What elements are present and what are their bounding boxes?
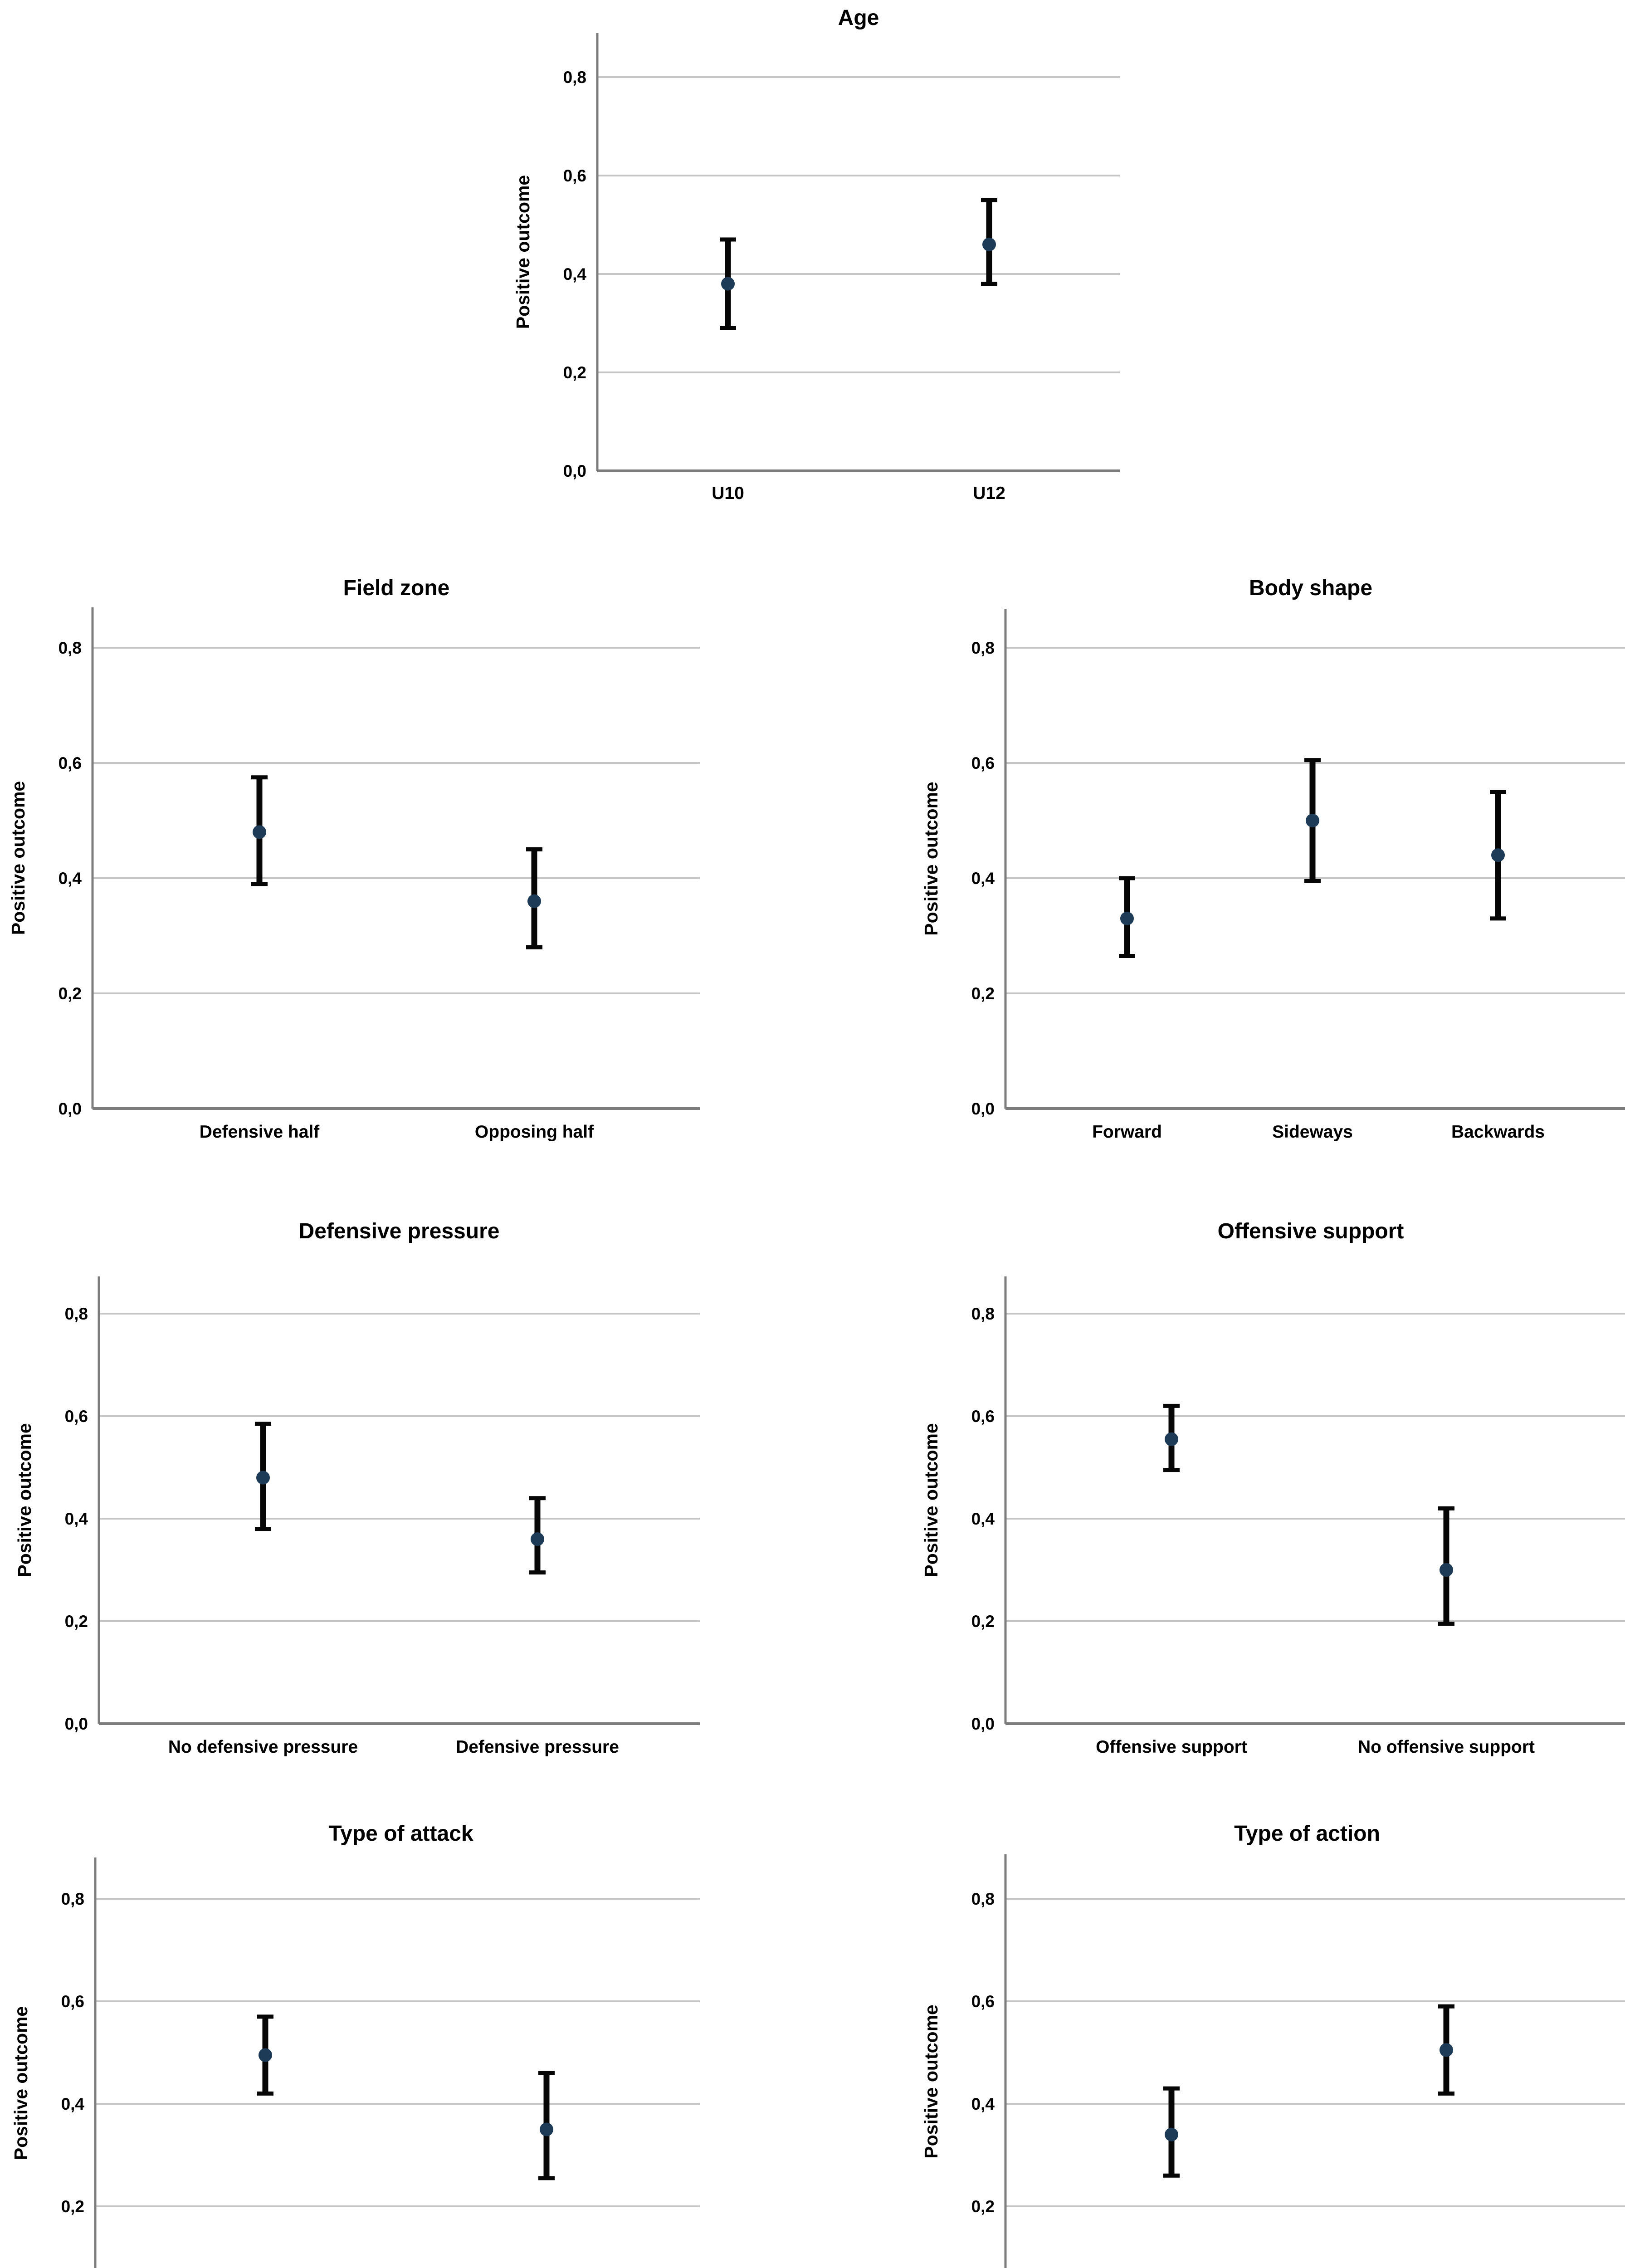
y-tick-label: 0,0 xyxy=(65,1715,88,1733)
point-marker xyxy=(531,1532,544,1546)
point-marker xyxy=(1440,1563,1453,1577)
point-marker xyxy=(253,825,266,839)
x-category-label: U10 xyxy=(712,484,744,503)
point-marker xyxy=(1165,2127,1178,2141)
y-tick-label: 0,4 xyxy=(61,2095,85,2113)
y-tick-label: 0,6 xyxy=(971,754,995,772)
x-category-label: Opposing half xyxy=(475,1122,594,1142)
y-tick-label: 0,8 xyxy=(971,639,995,657)
chart-title: Age xyxy=(838,6,879,30)
y-tick-label: 0,6 xyxy=(65,1407,88,1426)
point-marker xyxy=(540,2122,553,2136)
y-tick-label: 0,6 xyxy=(971,1992,995,2011)
point-marker xyxy=(527,894,541,908)
y-axis-label: Positive outcome xyxy=(8,781,29,935)
y-axis-label: Positive outcome xyxy=(921,1423,942,1577)
x-category-label: Forward xyxy=(1092,1122,1162,1142)
y-tick-label: 0,6 xyxy=(971,1407,995,1426)
y-tick-label: 0,8 xyxy=(65,1305,88,1323)
y-axis-label: Positive outcome xyxy=(921,782,942,935)
x-category-label: Offensive support xyxy=(1096,1737,1247,1757)
error-bar-point xyxy=(529,1496,546,1575)
y-tick-label: 0,8 xyxy=(61,1890,84,1908)
y-axis-label: Positive outcome xyxy=(921,2004,942,2158)
y-tick-label: 0,2 xyxy=(59,984,82,1003)
error-bar-point xyxy=(251,775,268,886)
point-marker xyxy=(259,2048,272,2062)
y-axis-label: Positive outcome xyxy=(10,2006,31,2160)
x-category-label: Sideways xyxy=(1272,1122,1353,1142)
y-tick-label: 0,4 xyxy=(563,265,587,284)
chart-title: Body shape xyxy=(1249,576,1372,600)
y-tick-label: 0,2 xyxy=(61,2197,84,2216)
error-bar-point xyxy=(538,2071,555,2180)
error-bar-point xyxy=(1438,1506,1454,1626)
y-tick-label: 0,2 xyxy=(971,1612,995,1631)
chart-panel-age: 0,0 0,2 0,4 0,6 0,8 Age Positive outcome U10 U12 xyxy=(512,6,1120,503)
y-tick-label: 0,0 xyxy=(59,1100,82,1118)
chart-title: Field zone xyxy=(343,576,450,600)
point-marker xyxy=(1120,911,1134,925)
x-category-label: Defensive half xyxy=(200,1122,320,1142)
error-bar-point xyxy=(981,198,997,286)
error-bar-point xyxy=(526,847,542,949)
error-bar-point xyxy=(1163,1403,1180,1472)
error-bar-point xyxy=(1490,790,1506,921)
point-marker xyxy=(1306,814,1319,827)
error-bar-point xyxy=(1163,2086,1180,2178)
chart-panel-offensive-support: 0,0 0,2 0,4 0,6 0,8 Offensive support Positive… xyxy=(921,1219,1625,1757)
y-tick-label: 0,4 xyxy=(971,1510,995,1528)
x-category-label: No offensive support xyxy=(1358,1737,1535,1757)
y-tick-label: 0,4 xyxy=(65,1510,88,1528)
y-tick-label: 0,0 xyxy=(971,1100,995,1118)
point-marker xyxy=(982,237,996,251)
y-tick-label: 0,2 xyxy=(65,1612,88,1631)
error-bar-point xyxy=(1438,2004,1454,2096)
y-tick-label: 0,6 xyxy=(563,166,586,185)
point-marker xyxy=(256,1471,270,1485)
x-category-label: U12 xyxy=(973,484,1005,503)
chart-title: Type of attack xyxy=(328,1822,473,1846)
point-marker xyxy=(1440,2043,1453,2057)
chart-panel-body-shape: 0,0 0,2 0,4 0,6 0,8 Body shape Positive outcom… xyxy=(921,576,1625,1142)
y-axis-label: Positive outcome xyxy=(14,1423,35,1577)
y-tick-label: 0,4 xyxy=(971,2095,995,2113)
y-tick-label: 0,8 xyxy=(971,1305,995,1323)
y-tick-label: 0,2 xyxy=(971,2197,995,2216)
x-category-label: Defensive pressure xyxy=(456,1737,619,1757)
y-tick-label: 0,4 xyxy=(59,869,82,888)
error-bar-point xyxy=(1119,876,1135,958)
y-tick-label: 0,0 xyxy=(971,1715,995,1733)
y-tick-label: 0,8 xyxy=(59,639,82,657)
error-bar-point xyxy=(1304,758,1321,883)
y-tick-label: 0,2 xyxy=(971,984,995,1003)
y-tick-label: 0,6 xyxy=(61,1992,84,2011)
y-tick-label: 0,4 xyxy=(971,869,995,888)
y-tick-label: 0,8 xyxy=(563,68,586,87)
x-category-label: No defensive pressure xyxy=(168,1737,358,1757)
chart-panel-defensive-pressure: 0,0 0,2 0,4 0,6 0,8 Defensive pressure Positiv… xyxy=(14,1219,700,1757)
y-tick-label: 0,6 xyxy=(59,754,82,772)
y-axis-label: Positive outcome xyxy=(512,175,533,329)
point-marker xyxy=(1491,848,1505,862)
y-tick-label: 0,0 xyxy=(563,462,586,480)
point-marker xyxy=(1165,1432,1178,1446)
chart-title: Defensive pressure xyxy=(299,1219,500,1243)
point-marker xyxy=(721,277,735,291)
chart-panel-field-zone: 0,0 0,2 0,4 0,6 0,8 Field zone Positive outcom… xyxy=(8,576,700,1142)
error-bar-point xyxy=(255,1422,271,1531)
error-bar-point xyxy=(257,2014,273,2096)
y-tick-label: 0,8 xyxy=(971,1890,995,1908)
chart-title: Type of action xyxy=(1234,1822,1380,1846)
y-tick-label: 0,2 xyxy=(563,363,586,382)
chart-title: Offensive support xyxy=(1218,1219,1404,1243)
error-bar-point xyxy=(720,237,736,330)
x-category-label: Backwards xyxy=(1451,1122,1545,1142)
